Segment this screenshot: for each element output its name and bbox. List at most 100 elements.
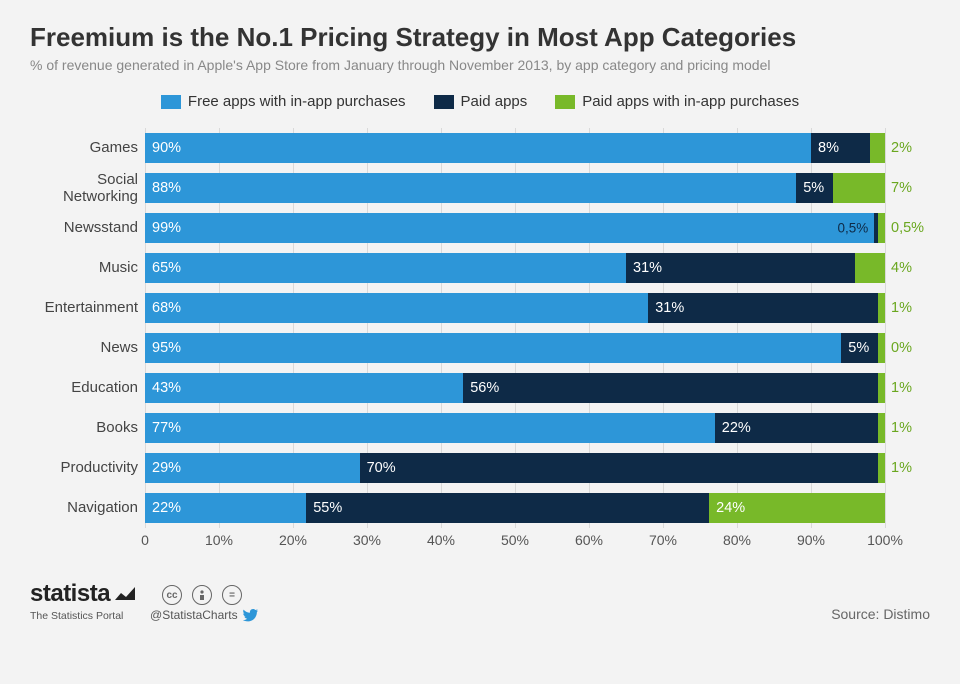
legend-item: Paid apps with in-app purchases (555, 93, 799, 110)
chart-row: Newsstand99%0,5%0,5% (145, 208, 885, 248)
bar-segment (878, 373, 885, 403)
x-axis-tick: 30% (353, 532, 381, 548)
bar-track: 99%0,5%0,5% (145, 213, 885, 243)
bar-track: 29%70%1% (145, 453, 885, 483)
category-label: Games (30, 139, 138, 156)
x-axis-tick: 20% (279, 532, 307, 548)
bar-track: 95%5%0% (145, 333, 885, 363)
bar-track: 22%55%24% (145, 493, 885, 523)
bar-segment: 8% (811, 133, 870, 163)
bar-track: 68%31%1% (145, 293, 885, 323)
x-axis-tick: 70% (649, 532, 677, 548)
category-label: Books (30, 419, 138, 436)
x-axis-tick: 0 (141, 532, 149, 548)
bar-segment (833, 173, 885, 203)
bar-segment (855, 253, 885, 283)
legend-item: Paid apps (434, 93, 528, 110)
category-label: News (30, 339, 138, 356)
bar-segment: 68% (145, 293, 648, 323)
source-label: Source: Distimo (831, 606, 930, 622)
bar-segment (878, 333, 885, 363)
category-label: Music (30, 259, 138, 276)
bar-segment: 56% (463, 373, 877, 403)
handle-text: @StatistaCharts (150, 608, 238, 622)
bar-segment (878, 293, 885, 323)
chart-row: News95%5%0% (145, 328, 885, 368)
bar-segment: 65% (145, 253, 626, 283)
x-axis-tick: 10% (205, 532, 233, 548)
chart-row: Productivity29%70%1% (145, 448, 885, 488)
x-axis: 010%20%30%40%50%60%70%80%90%100% (145, 532, 885, 562)
x-axis-tick: 60% (575, 532, 603, 548)
statista-logo: statista (30, 580, 136, 608)
bar-value-label: 1% (891, 380, 912, 396)
bar-track: 88%5%7% (145, 173, 885, 203)
legend: Free apps with in-app purchases Paid apps… (30, 93, 930, 110)
cc-nd-icon: = (222, 585, 242, 605)
legend-swatch (161, 95, 181, 109)
cc-by-icon (192, 585, 212, 605)
bar-segment: 5% (841, 333, 878, 363)
legend-label: Free apps with in-app purchases (188, 93, 406, 110)
brand-subtitle: The Statistics Portal (30, 610, 136, 622)
bar-segment: 31% (648, 293, 877, 323)
bar-segment: 22% (715, 413, 878, 443)
bar-value-label: 1% (891, 460, 912, 476)
x-axis-tick: 90% (797, 532, 825, 548)
bar-track: 90%8%2% (145, 133, 885, 163)
cc-icon: cc (162, 585, 182, 605)
bar-segment (878, 413, 885, 443)
chart-row: Education43%56%1% (145, 368, 885, 408)
twitter-handle: @StatistaCharts (150, 608, 258, 622)
legend-swatch (434, 95, 454, 109)
bar-segment (870, 133, 885, 163)
bar-chart: Games90%8%2%Social Networking88%5%7%News… (145, 128, 885, 528)
chart-title: Freemium is the No.1 Pricing Strategy in… (30, 22, 930, 53)
x-axis-tick: 50% (501, 532, 529, 548)
bar-value-label: 1% (891, 300, 912, 316)
chart-row: Entertainment68%31%1% (145, 288, 885, 328)
bar-value-label: 0% (891, 340, 912, 356)
cc-license: cc = (162, 585, 258, 605)
twitter-icon (242, 609, 258, 622)
statista-logo-block: statista The Statistics Portal (30, 580, 136, 622)
legend-label: Paid apps (461, 93, 528, 110)
bar-segment: 88% (145, 173, 796, 203)
bar-segment: 31% (626, 253, 855, 283)
chart-row: Books77%22%1% (145, 408, 885, 448)
chart-row: Music65%31%4% (145, 248, 885, 288)
category-label: Entertainment (30, 299, 138, 316)
bar-track: 43%56%1% (145, 373, 885, 403)
bar-segment (874, 213, 878, 243)
x-axis-tick: 80% (723, 532, 751, 548)
statista-icon (114, 585, 136, 603)
bar-segment: 24% (709, 493, 885, 523)
legend-item: Free apps with in-app purchases (161, 93, 406, 110)
bar-segment: 5% (796, 173, 833, 203)
bar-segment (878, 453, 885, 483)
chart-row: Games90%8%2% (145, 128, 885, 168)
category-label: Newsstand (30, 219, 138, 236)
chart-row: Social Networking88%5%7% (145, 168, 885, 208)
category-label: Navigation (30, 499, 138, 516)
category-label: Social Networking (30, 171, 138, 206)
bar-value-label: 1% (891, 420, 912, 436)
bar-segment: 70% (360, 453, 878, 483)
bar-segment: 95% (145, 333, 841, 363)
x-axis-tick: 40% (427, 532, 455, 548)
bar-segment (878, 213, 885, 243)
chart-row: Navigation22%55%24% (145, 488, 885, 528)
bar-segment: 43% (145, 373, 463, 403)
bar-value-label: 7% (891, 180, 912, 196)
brand-text: statista (30, 580, 110, 608)
bar-value-label: 0,5% (891, 220, 924, 236)
bar-segment: 99%0,5% (145, 213, 874, 243)
bar-track: 77%22%1% (145, 413, 885, 443)
chart-footer: statista The Statistics Portal cc = @Sta… (30, 580, 930, 622)
bar-segment: 55% (306, 493, 709, 523)
category-label: Education (30, 379, 138, 396)
bar-segment: 77% (145, 413, 715, 443)
legend-swatch (555, 95, 575, 109)
bar-track: 65%31%4% (145, 253, 885, 283)
bar-segment: 22% (145, 493, 306, 523)
